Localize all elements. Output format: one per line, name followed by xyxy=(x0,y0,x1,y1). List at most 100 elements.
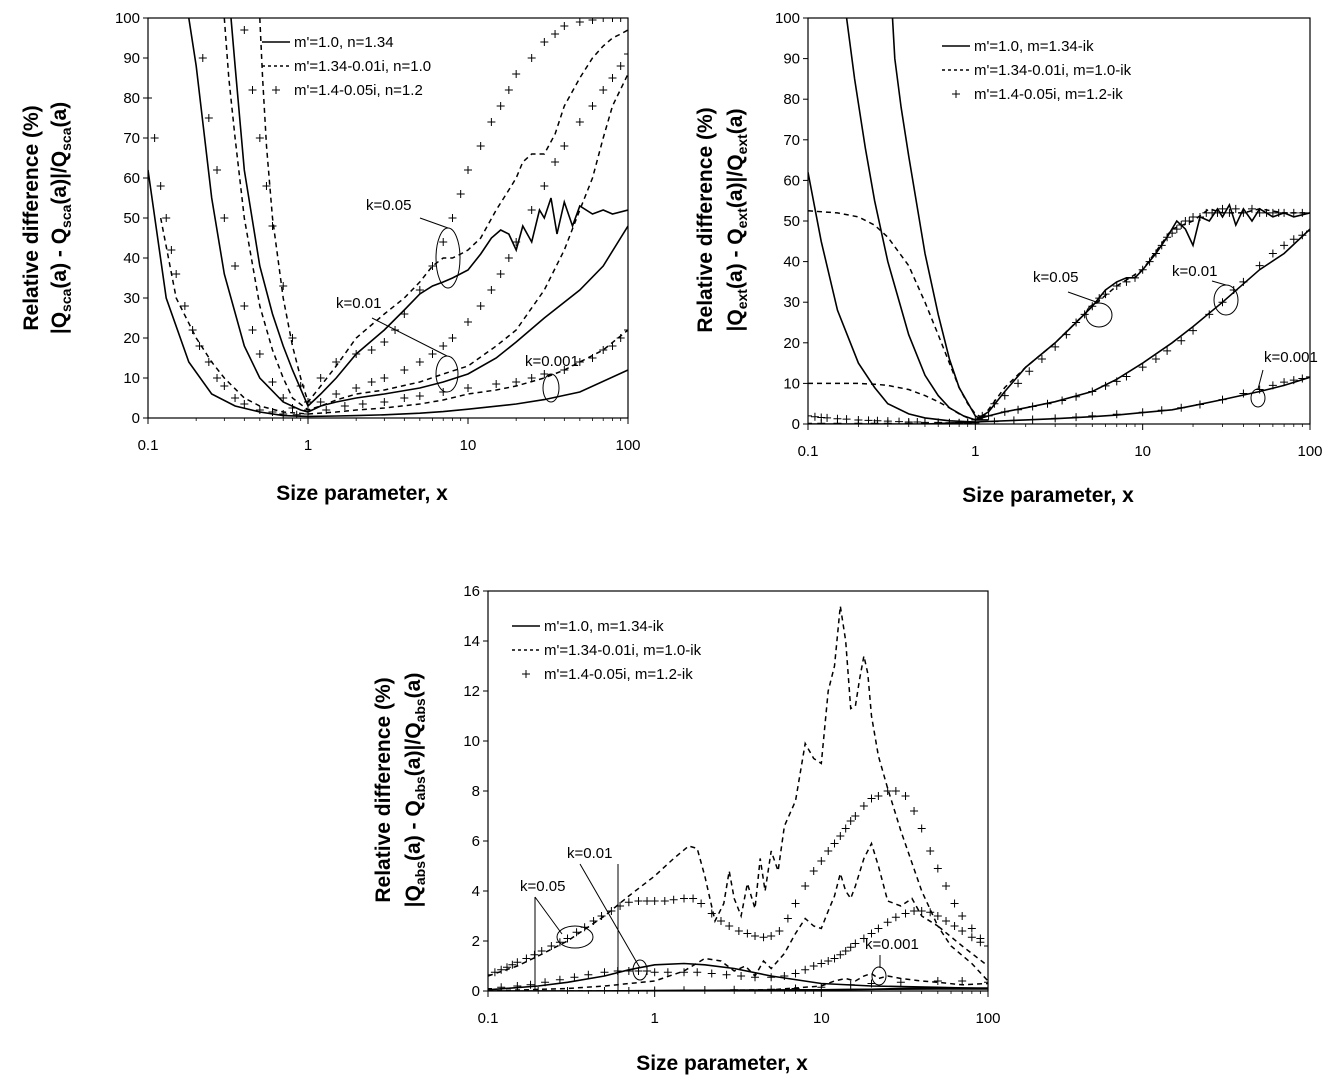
series-solid-0.001 xyxy=(808,376,1310,424)
data-point xyxy=(859,934,868,943)
x-tick-label: 10 xyxy=(1134,443,1151,460)
data-point xyxy=(262,182,271,190)
data-point xyxy=(634,897,643,905)
data-point xyxy=(1101,290,1110,299)
x-tick-label: 0.1 xyxy=(478,1010,499,1027)
annotation-leader xyxy=(419,217,449,229)
data-point xyxy=(530,950,539,959)
series-solid-a xyxy=(808,172,976,423)
data-point xyxy=(608,342,617,350)
annotation-ellipse xyxy=(632,959,648,981)
data-point xyxy=(1289,376,1298,385)
annotations: k=0.01k=0.05 k=0.001 xyxy=(520,845,919,990)
data-point xyxy=(950,922,959,930)
series-solid-b xyxy=(845,18,989,421)
data-point xyxy=(551,158,560,166)
data-point xyxy=(874,792,883,800)
data-point xyxy=(751,932,760,940)
data-point xyxy=(734,927,743,935)
y-tick-label: 8 xyxy=(472,783,480,800)
data-point xyxy=(476,142,485,150)
data-point xyxy=(540,370,549,378)
subscript: ext xyxy=(734,208,750,229)
data-point xyxy=(588,102,597,110)
data-point xyxy=(1195,400,1204,409)
data-point xyxy=(1000,391,1009,400)
data-point xyxy=(942,917,951,925)
data-point xyxy=(891,913,900,922)
chart-1: 0 10 20 30 40 50 60 70 80 90 100 0.1 1 10 100 Size para… xyxy=(20,10,641,505)
data-point xyxy=(428,350,437,358)
annotation-leader xyxy=(371,317,448,357)
data-point xyxy=(504,254,513,262)
data-point xyxy=(415,286,424,294)
data-point xyxy=(292,410,301,418)
formula-part: (a) - Q xyxy=(402,800,425,861)
y-tick-label: 30 xyxy=(123,290,140,307)
data-point xyxy=(624,18,628,22)
data-point xyxy=(1298,208,1307,217)
data-point xyxy=(322,406,331,414)
data-point xyxy=(1218,204,1227,213)
data-point xyxy=(448,214,457,222)
data-point xyxy=(156,182,165,190)
series-solid-0.01 xyxy=(188,18,628,413)
data-point xyxy=(808,419,812,424)
annotation-ellipse xyxy=(1085,302,1113,328)
subscript: abs xyxy=(412,861,428,885)
data-point xyxy=(1168,229,1177,238)
data-point xyxy=(841,947,850,955)
y-tick-label: 80 xyxy=(123,90,140,107)
y-tick-label: 10 xyxy=(123,370,140,387)
data-point xyxy=(476,302,485,310)
data-point xyxy=(817,983,826,991)
data-point xyxy=(851,812,860,820)
data-point xyxy=(1306,372,1310,381)
data-point xyxy=(1229,286,1238,295)
data-point xyxy=(934,419,943,424)
data-point xyxy=(268,222,277,230)
data-point xyxy=(352,384,361,392)
data-point xyxy=(926,908,935,917)
data-point xyxy=(534,987,543,991)
series-plus-0.01 xyxy=(971,227,1310,424)
formula-part: |Q xyxy=(402,885,425,907)
data-point xyxy=(332,390,341,398)
data-point xyxy=(707,909,716,918)
data-point xyxy=(1247,204,1256,213)
y-tick-label: 4 xyxy=(472,883,480,900)
legend: m'=1.0, m=1.34-ik m'=1.34-0.01i, m=1.0-ik… xyxy=(942,38,1132,103)
x-tick-label: 100 xyxy=(975,1010,1000,1027)
data-point xyxy=(1163,233,1172,242)
data-point xyxy=(487,286,496,294)
data-point xyxy=(716,917,725,925)
subscript: sca xyxy=(58,127,74,151)
data-point xyxy=(1080,310,1089,319)
data-point xyxy=(616,902,625,910)
data-point xyxy=(926,847,935,855)
data-point xyxy=(1177,403,1186,412)
data-point xyxy=(496,270,505,278)
data-point xyxy=(279,394,288,402)
y-tick-label: 80 xyxy=(783,91,800,108)
series-solid-0.001 xyxy=(148,169,628,418)
data-point xyxy=(439,342,448,350)
data-point xyxy=(697,899,706,908)
data-point xyxy=(1028,402,1037,411)
data-point xyxy=(963,419,972,424)
data-point xyxy=(817,419,826,424)
data-point xyxy=(1138,408,1147,417)
data-point xyxy=(599,346,608,354)
data-point xyxy=(497,983,506,991)
plot-area xyxy=(148,18,628,418)
data-point xyxy=(488,970,492,979)
data-point xyxy=(316,398,325,406)
legend-plus-marker xyxy=(272,86,280,94)
series-dashed-0.01 xyxy=(488,841,988,991)
data-point xyxy=(616,62,625,70)
data-point xyxy=(540,38,549,46)
data-point xyxy=(920,419,929,424)
y-tick-label: 60 xyxy=(783,172,800,189)
data-point xyxy=(608,74,617,82)
data-point xyxy=(439,238,448,246)
